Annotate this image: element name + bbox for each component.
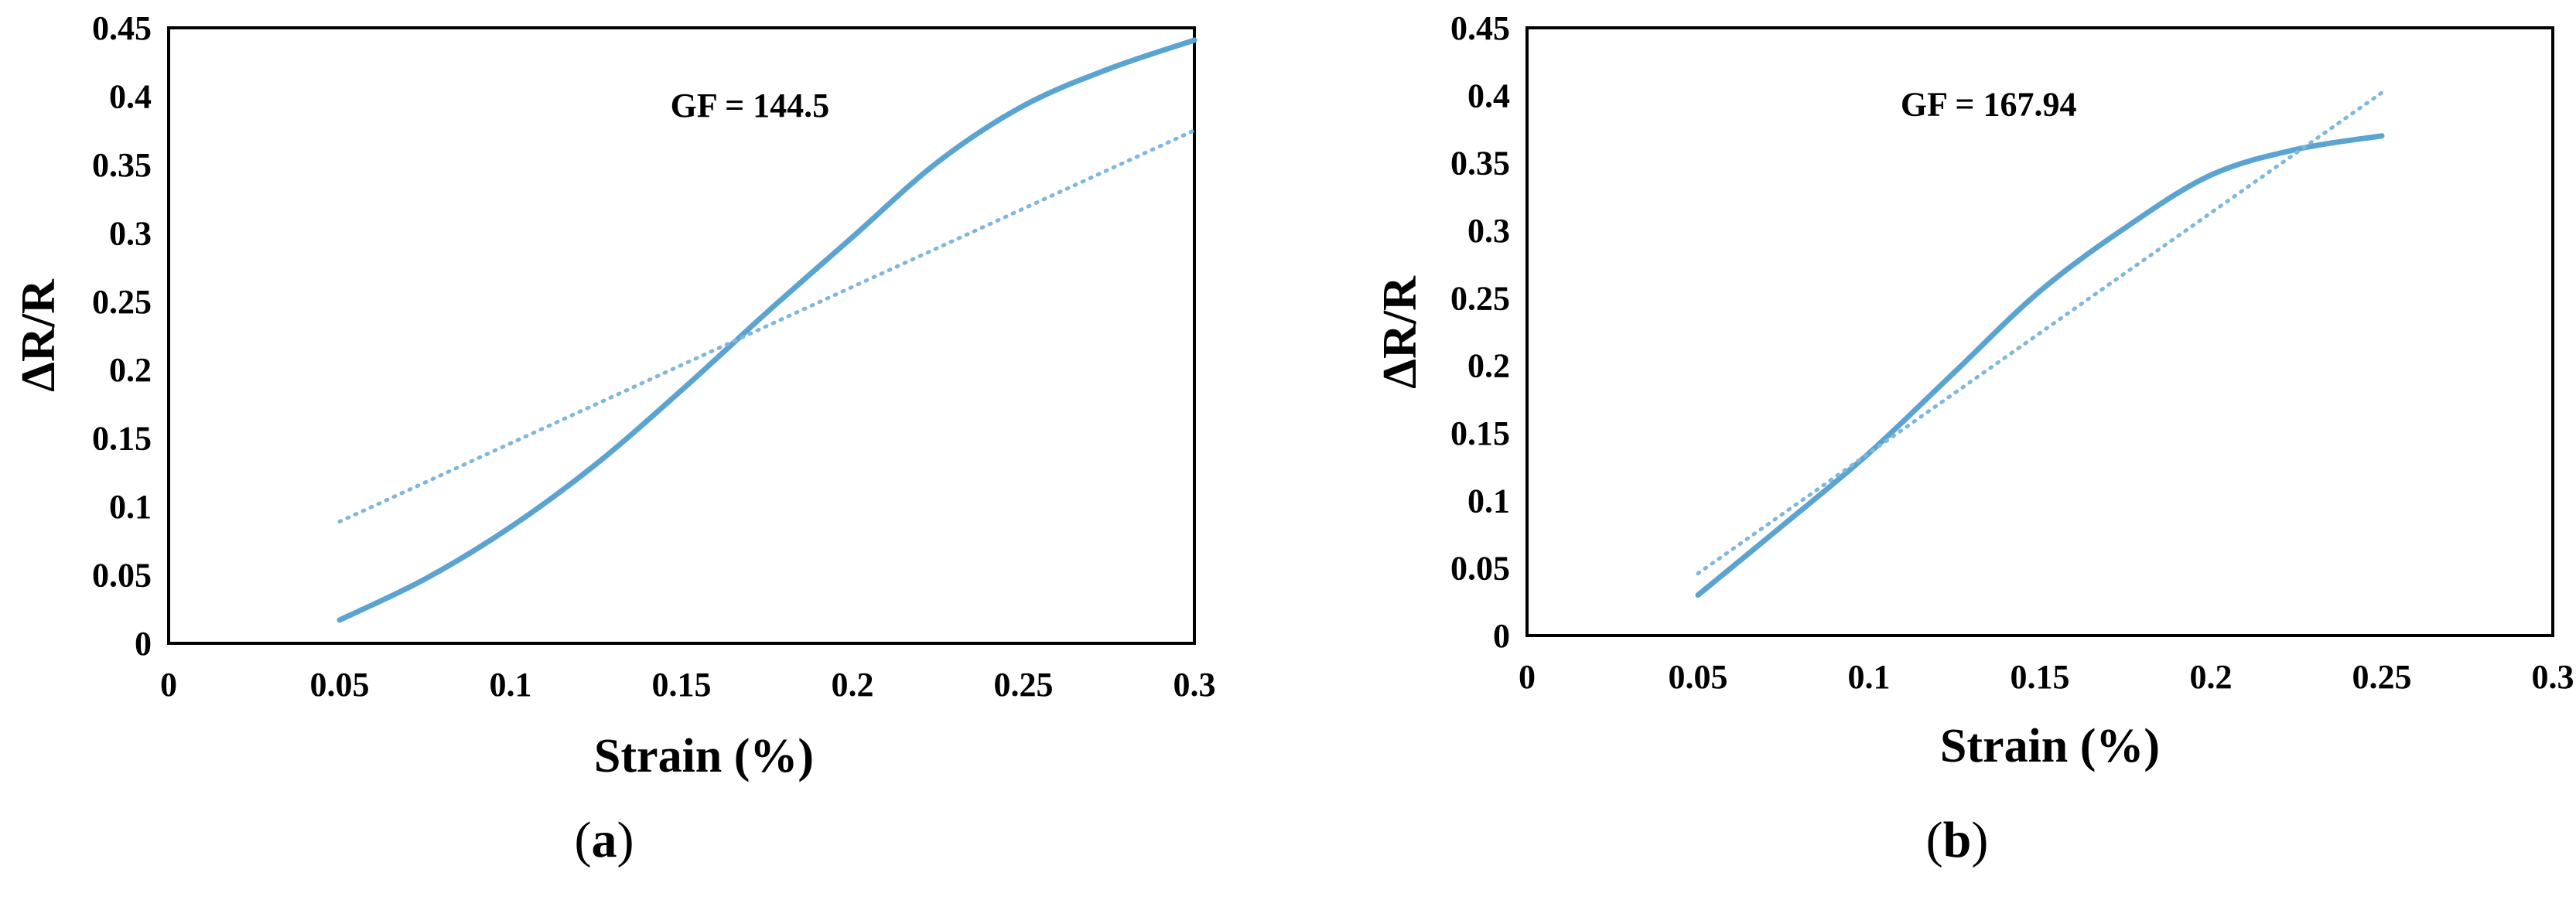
- y-tick-label: 0.15: [92, 420, 152, 458]
- y-tick-label: 0.25: [92, 283, 152, 321]
- gf-annotation: GF = 144.5: [671, 87, 830, 124]
- gf-annotation: GF = 167.94: [1901, 86, 2077, 124]
- plot-frame: [1525, 26, 2554, 637]
- x-tick-label: 0.25: [994, 666, 1054, 704]
- x-tick-label: 0: [1519, 658, 1536, 696]
- series-layer: [1695, 90, 2385, 598]
- x-tick-label: 0.25: [2352, 658, 2412, 696]
- panel-label: (b): [1926, 812, 1989, 868]
- y-tick-label: 0.05: [92, 557, 152, 595]
- y-tick-label: 0.35: [92, 146, 152, 184]
- x-tick-label: 0.05: [310, 666, 370, 704]
- x-tick-label: 0.3: [2532, 658, 2574, 696]
- x-axis-title: Strain (%): [1940, 720, 2160, 772]
- chart-panel-a: 00.050.10.150.20.250.30.350.40.45 0 0.05 0…: [12, 9, 1216, 868]
- y-tick-label: 0.45: [1450, 9, 1510, 47]
- y-tick-labels: 0 0.05 0.1 0.15 0.2 0.25 0.3 0.35 0.4 0.45: [1450, 9, 1510, 655]
- y-axis-title: ΔR/R: [12, 278, 65, 392]
- y-tick-label: 0.45: [92, 9, 152, 47]
- x-tick-label: 0.3: [1174, 666, 1216, 704]
- x-tick-label: 0.15: [652, 666, 712, 704]
- x-tick-label: 0.15: [2011, 658, 2070, 696]
- data-series-line: [337, 37, 1197, 623]
- y-tick-label: 0.05: [1450, 550, 1510, 588]
- linear-trendline: [1696, 90, 2384, 576]
- y-axis-title: ΔR/R: [1374, 275, 1426, 389]
- y-tick-label: 0.35: [1450, 145, 1510, 182]
- x-tick-labels: 0 0.05 0.1 0.15 0.2 0.25 0.3: [160, 666, 1216, 704]
- x-tick-label: 0.2: [2190, 658, 2233, 696]
- x-axis-title: Strain (%): [594, 730, 814, 782]
- x-tick-label: 0.1: [490, 666, 532, 704]
- y-tick-label: 0.2: [109, 351, 152, 389]
- y-tick-label: 0.1: [1467, 482, 1510, 520]
- y-tick-label: 0.4: [109, 77, 152, 115]
- x-tick-label: 0.2: [832, 666, 874, 704]
- x-tick-labels: 0 0.05 0.1 0.15 0.2 0.25 0.3: [1519, 658, 2574, 696]
- x-tick-label: 0: [160, 666, 177, 704]
- y-tick-label: 0: [1493, 617, 1510, 655]
- panel-label: (a): [575, 812, 634, 868]
- plot-frame: [167, 26, 1196, 645]
- y-tick-labels: 0 0.05 0.1 0.15 0.2 0.25 0.3 0.35 0.4 0.45: [92, 9, 152, 663]
- y-tick-label: 0.25: [1450, 279, 1510, 317]
- x-tick-label: 0.05: [1669, 658, 1728, 696]
- x-tick-label: 0.1: [1848, 658, 1891, 696]
- chart-panel-b: 00.050.10.150.20.250.30.350.40.45 0 0.05 0…: [1374, 9, 2574, 868]
- y-tick-label: 0: [135, 625, 152, 663]
- y-tick-label: 0.15: [1450, 414, 1510, 452]
- data-series-line: [1695, 133, 2385, 598]
- y-tick-label: 0.4: [1467, 77, 1510, 114]
- series-layer: [337, 37, 1197, 623]
- y-tick-label: 0.3: [109, 214, 152, 252]
- y-tick-label: 0.3: [1467, 212, 1510, 250]
- y-tick-label: 0.2: [1467, 347, 1510, 385]
- y-tick-label: 0.1: [109, 488, 152, 526]
- linear-trendline: [337, 128, 1197, 524]
